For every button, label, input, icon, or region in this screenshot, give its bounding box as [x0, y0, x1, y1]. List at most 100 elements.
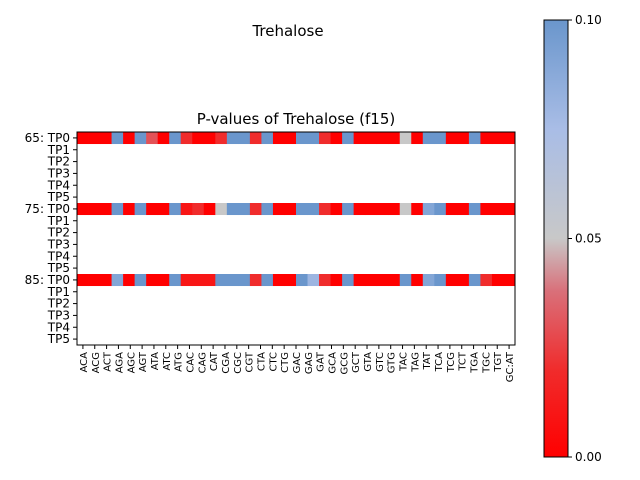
heatmap-cell — [272, 203, 285, 216]
heatmap-cell — [445, 132, 458, 145]
column-label: TGA — [470, 352, 481, 374]
heatmap-cell — [365, 203, 378, 216]
heatmap-cell — [77, 132, 89, 145]
heatmap-cell — [261, 132, 274, 145]
heatmap-cell — [215, 203, 228, 216]
heatmap-cell — [226, 203, 239, 216]
heatmap-cell — [468, 203, 481, 216]
row-label: TP1 — [47, 285, 70, 299]
figure-suptitle: Trehalose — [251, 22, 323, 40]
heatmap-cell — [399, 203, 412, 216]
heatmap-cell — [180, 132, 193, 145]
row-label: 75: TP0 — [25, 202, 70, 216]
heatmap-cell — [503, 203, 516, 216]
heatmap-cell — [468, 132, 481, 145]
column-label: ATA — [150, 352, 161, 370]
heatmap-cell — [238, 132, 251, 145]
heatmap-cell — [480, 274, 493, 287]
heatmap-cell — [226, 132, 239, 145]
heatmap-cell — [134, 203, 147, 216]
heatmap-cell — [353, 132, 366, 145]
heatmap — [77, 132, 516, 287]
heatmap-cell — [319, 203, 331, 216]
colorbar-tick-label: 0.00 — [575, 450, 602, 464]
colorbar-tick-label: 0.10 — [575, 13, 602, 27]
heatmap-cell — [146, 203, 159, 216]
heatmap-cell — [376, 274, 389, 287]
column-label: GCT — [351, 351, 362, 373]
heatmap-cell — [411, 203, 424, 216]
row-label: TP5 — [47, 332, 70, 346]
column-label: AGA — [114, 352, 125, 373]
column-label: GAT — [316, 351, 327, 372]
heatmap-cell — [330, 274, 343, 287]
heatmap-cell — [157, 274, 170, 287]
heatmap-cell — [88, 132, 101, 145]
heatmap-cell — [376, 132, 389, 145]
heatmap-cell — [307, 132, 320, 145]
heatmap-cell — [169, 203, 182, 216]
heatmap-cell — [238, 203, 251, 216]
heatmap-cell — [434, 203, 447, 216]
heatmap-cell — [169, 274, 182, 287]
heatmap-cell — [261, 274, 274, 287]
heatmap-cell — [157, 203, 170, 216]
heatmap-cell — [445, 274, 458, 287]
colorbar-gradient — [543, 19, 569, 458]
heatmap-cell — [388, 274, 401, 287]
heatmap-cell — [342, 274, 355, 287]
heatmap-cell — [422, 203, 435, 216]
heatmap-cell — [457, 203, 470, 216]
row-label: TP2 — [47, 297, 70, 311]
heatmap-cell — [284, 274, 297, 287]
colorbar: 0.00 0.05 0.10 — [543, 13, 602, 464]
heatmap-cell — [365, 274, 378, 287]
heatmap-cell — [226, 274, 239, 287]
column-label: CTA — [256, 352, 267, 371]
heatmap-cell — [353, 203, 366, 216]
heatmap-cell — [365, 132, 378, 145]
heatmap-cell — [399, 132, 412, 145]
row-label: TP2 — [47, 155, 70, 169]
row-label: TP1 — [47, 143, 70, 157]
heatmap-cell — [434, 132, 447, 145]
heatmap-cell — [203, 203, 216, 216]
heatmap-cell — [284, 203, 297, 216]
heatmap-cell — [284, 132, 297, 145]
plot-frame — [76, 131, 516, 346]
heatmap-cell — [307, 203, 320, 216]
column-label: CTC — [268, 352, 279, 372]
heatmap-cell — [330, 132, 343, 145]
column-label: CAT — [209, 351, 220, 371]
column-label: CGT — [245, 351, 256, 372]
row-label: TP3 — [47, 308, 70, 322]
heatmap-cell — [180, 274, 193, 287]
row-label: TP4 — [47, 249, 70, 263]
column-label: CGA — [221, 352, 232, 374]
column-label: GC:AT — [505, 351, 516, 382]
heatmap-cell — [146, 132, 159, 145]
heatmap-cell — [180, 203, 193, 216]
heatmap-cell — [468, 274, 481, 287]
heatmap-cell — [169, 132, 182, 145]
column-label: TAG — [410, 352, 421, 373]
heatmap-cell — [123, 274, 136, 287]
colorbar-tick-label: 0.05 — [575, 232, 602, 246]
heatmap-cell — [307, 274, 320, 287]
heatmap-cell — [422, 274, 435, 287]
heatmap-cell — [215, 274, 228, 287]
heatmap-cell — [388, 203, 401, 216]
heatmap-cell — [146, 274, 159, 287]
heatmap-cell — [77, 203, 89, 216]
column-label: GCG — [339, 352, 350, 374]
heatmap-cell — [434, 274, 447, 287]
column-label: CGC — [233, 352, 244, 374]
row-label: TP2 — [47, 226, 70, 240]
chart-title: P-values of Trehalose (f15) — [197, 110, 395, 128]
heatmap-cell — [100, 274, 112, 287]
column-label: TCT — [458, 351, 469, 372]
heatmap-cell — [134, 132, 147, 145]
heatmap-cell — [480, 203, 493, 216]
heatmap-cell — [192, 274, 205, 287]
